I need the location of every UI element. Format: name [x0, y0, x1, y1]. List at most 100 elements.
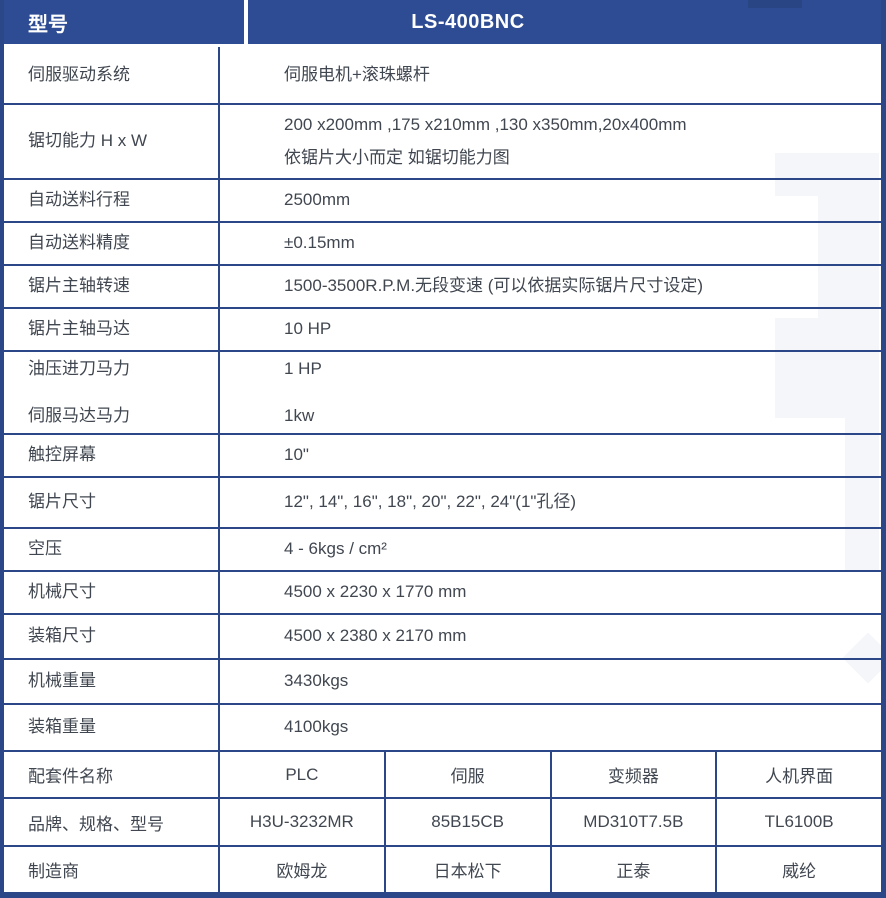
spec-row: 锯片尺寸 12", 14", 16", 18", 20", 22", 24"(1"…	[4, 476, 881, 527]
spec-value: 3430kgs	[220, 660, 881, 703]
spec-value: 4500 x 2380 x 2170 mm	[220, 615, 881, 658]
spec-label: 锯片尺寸	[4, 478, 220, 527]
model-header-row: 型号 LS-400BNC	[4, 0, 881, 47]
spec-value: 4 - 6kgs / cm²	[220, 529, 881, 570]
accessory-cell: H3U-3232MR	[220, 799, 386, 845]
spec-label: 油压进刀马力 伺服马达马力	[4, 352, 220, 433]
spec-label-line: 锯切能力 H x W	[28, 131, 147, 151]
spec-label: 伺服驱动系统	[4, 47, 220, 103]
spec-value-line: 10"	[284, 445, 309, 465]
spec-row: 自动送料精度 ±0.15mm	[4, 221, 881, 264]
spec-value: ±0.15mm	[220, 223, 881, 264]
spec-value-line: 4500 x 2380 x 2170 mm	[284, 626, 467, 646]
spec-row: 锯切能力 H x W 200 x200mm ,175 x210mm ,130 x3…	[4, 103, 881, 178]
spec-row: 自动送料行程 2500mm	[4, 178, 881, 221]
spec-value-line: 10 HP	[284, 319, 332, 339]
accessory-cell: MD310T7.5B	[552, 799, 718, 845]
spec-value: 2500mm	[220, 180, 881, 221]
spec-label-line: 机械重量	[28, 671, 96, 691]
accessory-cell: 欧姆龙	[220, 847, 386, 892]
spec-value-line: 3430kgs	[284, 671, 349, 691]
spec-value-line: 1500-3500R.P.M.无段变速 (可以依据实际锯片尺寸设定)	[284, 276, 704, 296]
accessory-cell: PLC	[220, 752, 386, 797]
spec-value-line: 12", 14", 16", 18", 20", 22", 24"(1"孔径)	[284, 492, 577, 512]
spec-value: 1500-3500R.P.M.无段变速 (可以依据实际锯片尺寸设定)	[220, 266, 881, 307]
spec-label-line: 锯片主轴马达	[28, 319, 130, 339]
spec-label-line: 伺服马达马力	[28, 405, 130, 425]
spec-value-line: 4500 x 2230 x 1770 mm	[284, 582, 467, 602]
model-name: LS-400BNC	[411, 10, 525, 33]
accessory-cell: 日本松下	[386, 847, 552, 892]
spec-value: 10 HP	[220, 309, 881, 350]
spec-value: 4500 x 2230 x 1770 mm	[220, 572, 881, 613]
spec-value-line: 1 HP	[284, 358, 322, 378]
spec-row: 锯片主轴转速 1500-3500R.P.M.无段变速 (可以依据实际锯片尺寸设定)	[4, 264, 881, 307]
spec-value-line: 2500mm	[284, 190, 351, 210]
spec-row: 装箱重量 4100kgs	[4, 703, 881, 750]
spec-label: 机械尺寸	[4, 572, 220, 613]
spec-label: 锯片主轴转速	[4, 266, 220, 307]
spec-row: 伺服驱动系统 伺服电机+滚珠螺杆	[4, 47, 881, 103]
spec-value-line: 1kw	[284, 405, 315, 425]
spec-value-line: 伺服电机+滚珠螺杆	[284, 64, 430, 84]
spec-label: 锯片主轴马达	[4, 309, 220, 350]
accessory-label: 制造商	[4, 847, 220, 892]
accessory-label: 配套件名称	[4, 752, 220, 797]
spec-value: 12", 14", 16", 18", 20", 22", 24"(1"孔径)	[220, 478, 881, 527]
spec-label-line: 锯片主轴转速	[28, 276, 130, 296]
spec-value-line: 200 x200mm ,175 x210mm ,130 x350mm,20x40…	[284, 114, 687, 134]
spec-value: 4100kgs	[220, 705, 881, 750]
watermark-strip	[845, 418, 879, 572]
spec-label: 锯切能力 H x W	[4, 105, 220, 178]
spec-label-line: 油压进刀马力	[28, 358, 130, 378]
accessory-cell: 85B15CB	[386, 799, 552, 845]
accessory-cell: 人机界面	[765, 767, 834, 786]
spec-label-line: 伺服驱动系统	[28, 64, 130, 84]
model-header-value: LS-400BNC	[248, 0, 881, 44]
watermark-header-tab	[748, 0, 802, 8]
spec-row: 锯片主轴马达 10 HP	[4, 307, 881, 350]
watermark-notch	[775, 196, 818, 318]
spec-label-line: 机械尺寸	[28, 582, 96, 602]
spec-label-line: 锯片尺寸	[28, 492, 96, 512]
spec-row: 装箱尺寸 4500 x 2380 x 2170 mm	[4, 613, 881, 658]
spec-label-line: 自动送料行程	[28, 190, 130, 210]
spec-label: 自动送料行程	[4, 180, 220, 221]
spec-value-line: 4100kgs	[284, 717, 349, 737]
spec-value: 10"	[220, 435, 881, 476]
spec-row: 空压 4 - 6kgs / cm²	[4, 527, 881, 570]
spec-label: 机械重量	[4, 660, 220, 703]
accessory-row: 制造商 欧姆龙 日本松下 正泰 威纶	[4, 845, 881, 892]
spec-rows: 伺服驱动系统 伺服电机+滚珠螺杆锯切能力 H x W 200 x200mm ,175…	[4, 47, 881, 750]
accessory-row: 品牌、规格、型号 H3U-3232MR 85B15CB MD310T7.5B TL610…	[4, 797, 881, 845]
spec-value-line: 4 - 6kgs / cm²	[284, 539, 387, 559]
spec-row: 机械尺寸 4500 x 2230 x 1770 mm	[4, 570, 881, 613]
accessory-cell: 变频器	[552, 752, 718, 797]
model-header-label: 型号	[4, 0, 248, 44]
spec-label: 装箱尺寸	[4, 615, 220, 658]
accessory-row: 配套件名称 PLC 伺服 变频器 人机界面	[4, 750, 881, 797]
spec-value: 伺服电机+滚珠螺杆	[220, 47, 881, 103]
accessory-cell: 威纶	[782, 862, 817, 881]
spec-label: 自动送料精度	[4, 223, 220, 264]
spec-label-line: 装箱尺寸	[28, 626, 96, 646]
accessories-rows: 配套件名称 PLC 伺服 变频器 人机界面 品牌、规格、型号 H3U-3232MR 85B15…	[4, 750, 881, 892]
spec-label-line: 装箱重量	[28, 717, 96, 737]
spec-row: 触控屏幕 10"	[4, 433, 881, 476]
spec-value-line: 依锯片大小而定 如锯切能力图	[284, 147, 510, 167]
spec-label: 装箱重量	[4, 705, 220, 750]
spec-value-line: ±0.15mm	[284, 233, 355, 253]
spec-row: 油压进刀马力 伺服马达马力 1 HP 1kw	[4, 350, 881, 433]
spec-label-line: 触控屏幕	[28, 445, 96, 465]
accessory-cell: 正泰	[552, 847, 718, 892]
spec-label: 触控屏幕	[4, 435, 220, 476]
spec-label: 空压	[4, 529, 220, 570]
spec-label-line: 空压	[28, 539, 62, 559]
spec-value: 1 HP 1kw	[220, 352, 881, 433]
accessory-cell: TL6100B	[764, 812, 834, 831]
accessory-label: 品牌、规格、型号	[4, 799, 220, 845]
spec-value: 200 x200mm ,175 x210mm ,130 x350mm,20x40…	[220, 105, 881, 178]
spec-row: 机械重量 3430kgs	[4, 658, 881, 703]
spec-label-line: 自动送料精度	[28, 233, 130, 253]
